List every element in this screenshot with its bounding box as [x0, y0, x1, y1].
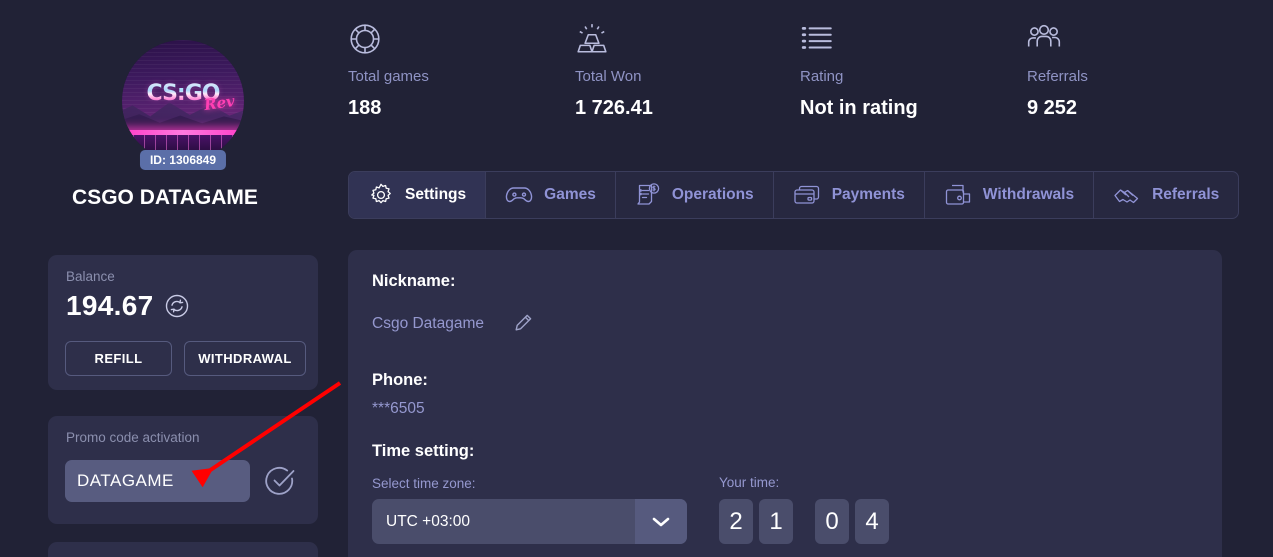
stats-bar: Total games 188 Total Won 1 726.41 [330, 0, 1273, 160]
profile-sidebar: CS:GO Rev ID: 1306849 CSGO DATAGAME Bala… [0, 0, 330, 557]
stat-rating: Rating Not in rating [800, 22, 918, 120]
stat-label: Rating [800, 68, 844, 85]
promo-code-label: Promo code activation [66, 430, 200, 445]
phone-value: ***6505 [372, 400, 425, 417]
edit-nickname-icon[interactable] [513, 313, 533, 333]
stat-referrals: Referrals 9 252 [1027, 22, 1088, 120]
stat-value: 1 726.41 [575, 97, 653, 119]
gear-icon [368, 182, 394, 208]
avatar-logo-suffix: Rev [203, 91, 237, 114]
time-setting-title: Time setting: [372, 442, 475, 460]
poker-chip-icon [348, 22, 429, 56]
credit-cards-icon [793, 184, 821, 206]
tab-label: Withdrawals [982, 186, 1075, 203]
tab-payments[interactable]: Payments [774, 172, 925, 218]
handshake-icon [1113, 184, 1141, 206]
tab-label: Operations [671, 186, 754, 203]
tab-label: Referrals [1152, 186, 1220, 203]
promo-code-row [65, 460, 296, 502]
tab-settings[interactable]: Settings [349, 172, 487, 218]
rating-list-icon [800, 22, 918, 56]
stat-label: Total games [348, 68, 429, 85]
balance-actions: REFILL WITHDRAWAL [65, 341, 306, 376]
promo-code-confirm-icon[interactable] [264, 465, 296, 497]
sidebar-card-partial [48, 542, 318, 557]
user-id-badge: ID: 1306849 [139, 150, 227, 170]
tab-withdrawals[interactable]: Withdrawals [925, 172, 1095, 218]
timezone-label: Select time zone: [372, 476, 476, 491]
page-title: CSGO DATAGAME [72, 186, 258, 209]
profile-tabs: Settings Games Operations [348, 171, 1240, 219]
stat-total-won: Total Won 1 726.41 [575, 22, 653, 120]
current-time-display: 2 1 0 4 [719, 499, 889, 544]
promo-code-input[interactable] [65, 460, 250, 502]
gold-bars-icon [575, 22, 653, 56]
balance-label: Balance [66, 269, 115, 284]
time-digit: 0 [815, 499, 849, 544]
nickname-value: Csgo Datagame [372, 315, 485, 332]
avatar-horizon-glow [122, 130, 244, 136]
referrals-people-icon [1027, 22, 1088, 56]
time-digit: 4 [855, 499, 889, 544]
balance-amount: 194.67 [66, 290, 154, 321]
wallet-icon [944, 183, 972, 207]
balance-row: 194.67 [66, 290, 189, 322]
your-time-label: Your time: [719, 475, 780, 490]
tab-label: Games [544, 186, 596, 203]
refill-button[interactable]: REFILL [65, 341, 172, 376]
tab-referrals[interactable]: Referrals [1094, 172, 1238, 218]
tab-label: Settings [405, 186, 467, 203]
timezone-value: UTC +03:00 [386, 512, 471, 530]
stat-value: 188 [348, 97, 382, 119]
chevron-down-icon[interactable] [635, 499, 687, 544]
avatar-image: CS:GO Rev [122, 40, 244, 162]
receipt-dollar-icon [635, 182, 661, 208]
withdrawal-button[interactable]: WITHDRAWAL [184, 341, 306, 376]
stat-label: Total Won [575, 68, 642, 85]
timezone-select[interactable]: UTC +03:00 [372, 499, 687, 544]
stat-label: Referrals [1027, 68, 1088, 85]
stat-value: Not in rating [800, 97, 918, 119]
promo-code-card: Promo code activation [48, 416, 318, 524]
stat-total-games: Total games 188 [348, 22, 429, 120]
stat-value: 9 252 [1027, 97, 1078, 119]
avatar[interactable]: CS:GO Rev ID: 1306849 [122, 40, 244, 170]
refresh-balance-icon[interactable] [165, 294, 189, 318]
tab-operations[interactable]: Operations [616, 172, 774, 218]
time-digit: 1 [759, 499, 793, 544]
nickname-title: Nickname: [372, 272, 456, 290]
balance-card: Balance 194.67 REFILL WITHDRAWAL [48, 255, 318, 390]
phone-title: Phone: [372, 371, 428, 389]
tab-label: Payments [831, 186, 905, 203]
avatar-logo-text: CS:GO [122, 81, 244, 106]
tab-games[interactable]: Games [486, 172, 616, 218]
time-digit: 2 [719, 499, 753, 544]
gamepad-icon [505, 184, 533, 206]
